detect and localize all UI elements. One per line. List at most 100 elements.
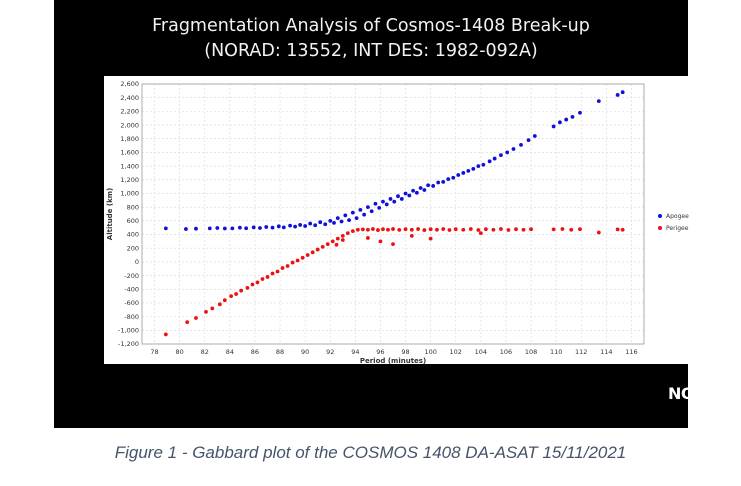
apogee-point <box>281 225 286 230</box>
perigee-point <box>391 227 395 231</box>
x-tick-label: 94 <box>351 348 359 356</box>
apogee-point <box>471 166 476 171</box>
norss-hive-logo: NORSS HIVE <box>664 376 736 424</box>
figure-caption: Figure 1 - Gabbard plot of the COSMOS 14… <box>114 443 627 462</box>
apogee-point <box>222 226 227 231</box>
apogee-point <box>620 90 625 95</box>
legend-label-apogee: Apogee <box>666 213 689 220</box>
apogee-point <box>276 224 281 229</box>
perigee-point <box>416 227 420 231</box>
perigee-point <box>345 231 350 236</box>
apogee-point <box>293 224 298 229</box>
y-tick-label: 2,200 <box>120 108 139 116</box>
x-tick-label: 96 <box>376 348 384 356</box>
x-tick-label: 90 <box>301 348 309 356</box>
perigee-point <box>340 233 345 238</box>
perigee-point <box>325 242 330 247</box>
perigee-point <box>360 227 365 232</box>
perigee-point <box>234 292 239 296</box>
apogee-point <box>451 175 456 180</box>
apogee-point <box>270 225 275 230</box>
y-tick-label: 1,200 <box>120 176 139 184</box>
perigee-point <box>483 227 488 232</box>
y-tick-label: -1,200 <box>118 340 139 348</box>
perigee-point <box>366 227 370 232</box>
perigee-point <box>453 227 458 232</box>
apogee-point <box>163 226 168 231</box>
apogee-point <box>347 218 351 223</box>
perigee-point <box>569 227 574 232</box>
legend-label-perigee: Perigee <box>666 225 689 232</box>
perigee-point <box>620 227 625 232</box>
perigee-point <box>435 227 439 232</box>
apogee-point <box>258 226 262 230</box>
perigee-point <box>315 247 320 252</box>
apogee-point <box>358 207 363 212</box>
slide-background: Fragmentation Analysis of Cosmos-1408 Br… <box>54 0 728 428</box>
apogee-point <box>392 199 397 204</box>
perigee-point <box>461 227 466 232</box>
perigee-point <box>245 285 250 290</box>
x-tick-label: 110 <box>550 348 562 356</box>
apogee-point <box>461 171 466 175</box>
x-tick-label: 84 <box>226 348 234 356</box>
perigee-point <box>265 275 270 279</box>
perigee-point <box>403 227 408 232</box>
perigee-point <box>330 239 335 244</box>
perigee-point <box>578 227 582 232</box>
y-tick-label: 1,000 <box>120 190 139 198</box>
perigee-point <box>260 277 265 281</box>
apogee-point <box>436 180 441 185</box>
perigee-point <box>409 227 414 232</box>
x-tick-label: 108 <box>525 348 537 356</box>
apogee-point <box>366 205 370 210</box>
perigee-point <box>491 227 496 232</box>
y-axis-label: Altitude (km) <box>106 188 114 240</box>
perigee-point <box>409 233 414 238</box>
apogee-point <box>369 209 374 214</box>
plot-area-border <box>141 83 645 345</box>
y-tick-label: 200 <box>127 244 139 252</box>
apogee-point <box>244 226 249 231</box>
y-tick-label: 2,600 <box>120 80 139 88</box>
apogee-point <box>532 134 537 138</box>
apogee-point <box>551 124 556 129</box>
apogee-point <box>298 223 303 227</box>
perigee-point <box>185 320 190 325</box>
apogee-point <box>381 199 385 204</box>
perigee-point <box>335 236 340 241</box>
legend-marker-perigee <box>658 226 662 230</box>
apogee-point <box>318 220 323 225</box>
apogee-point <box>339 219 344 224</box>
y-tick-label: -400 <box>124 285 139 293</box>
logo-norss-text: NORSS <box>668 384 728 403</box>
apogee-point <box>476 164 481 169</box>
apogee-point <box>303 224 308 228</box>
x-tick-label: 86 <box>251 348 259 356</box>
perigee-point <box>280 266 285 270</box>
apogee-point <box>184 227 188 231</box>
perigee-point <box>366 236 370 240</box>
apogee-point <box>431 184 436 188</box>
chart-subtitle: (NORAD: 13552, INT DES: 1982-092A) <box>204 41 538 61</box>
apogee-point <box>399 197 404 201</box>
apogee-point <box>570 114 575 119</box>
perigee-point <box>391 242 395 247</box>
perigee-point <box>275 269 280 274</box>
perigee-point <box>229 294 234 299</box>
perigee-point <box>499 227 503 231</box>
x-tick-label: 100 <box>424 348 436 356</box>
apogee-point <box>418 186 423 190</box>
perigee-point <box>290 260 295 265</box>
y-tick-label: -1,000 <box>118 327 139 335</box>
apogee-point <box>384 202 389 207</box>
apogee-point <box>505 150 510 155</box>
apogee-point <box>207 226 212 231</box>
apogee-point <box>426 183 431 188</box>
apogee-point <box>596 99 601 104</box>
x-tick-label: 102 <box>450 348 462 356</box>
x-tick-label: 114 <box>600 348 612 356</box>
y-tick-label: 0 <box>135 258 139 266</box>
y-tick-label: -600 <box>124 299 139 307</box>
apogee-point <box>407 193 412 198</box>
